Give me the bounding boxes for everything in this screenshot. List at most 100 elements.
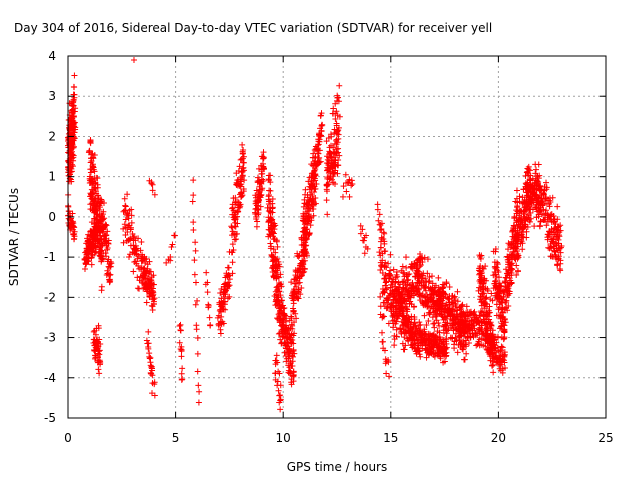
data-point bbox=[124, 228, 131, 235]
data-point bbox=[513, 272, 520, 279]
x-tick-label: 5 bbox=[172, 431, 180, 445]
data-point bbox=[498, 306, 505, 313]
data-point bbox=[390, 324, 397, 331]
data-point bbox=[535, 178, 542, 185]
data-point bbox=[431, 324, 438, 331]
data-point bbox=[96, 336, 103, 343]
data-point bbox=[360, 237, 367, 244]
data-point bbox=[281, 304, 288, 311]
data-point bbox=[277, 336, 284, 343]
data-point bbox=[382, 279, 389, 286]
data-points bbox=[65, 57, 565, 413]
data-point bbox=[90, 164, 97, 171]
data-point bbox=[382, 360, 389, 367]
data-point bbox=[381, 238, 388, 245]
data-point bbox=[536, 222, 543, 229]
data-point bbox=[552, 220, 559, 227]
data-point bbox=[549, 194, 556, 201]
data-point bbox=[392, 304, 399, 311]
data-point bbox=[151, 295, 158, 302]
data-point bbox=[70, 144, 77, 151]
data-point bbox=[278, 283, 285, 290]
data-point bbox=[269, 200, 276, 207]
data-point bbox=[176, 339, 183, 346]
y-tick-label: 2 bbox=[48, 129, 56, 143]
data-point bbox=[269, 209, 276, 216]
data-point bbox=[419, 259, 426, 266]
data-point bbox=[407, 294, 414, 301]
data-point bbox=[128, 219, 135, 226]
data-point bbox=[382, 248, 389, 255]
data-point bbox=[71, 236, 78, 243]
data-point bbox=[204, 279, 211, 286]
data-point bbox=[94, 181, 101, 188]
data-point bbox=[475, 317, 482, 324]
data-point bbox=[239, 173, 246, 180]
data-point bbox=[490, 369, 497, 376]
data-point bbox=[425, 317, 432, 324]
data-point bbox=[335, 157, 342, 164]
data-point bbox=[301, 268, 308, 275]
data-point bbox=[291, 330, 298, 337]
data-point bbox=[301, 266, 308, 273]
data-point bbox=[106, 272, 113, 279]
data-point bbox=[422, 275, 429, 282]
data-point bbox=[524, 223, 531, 230]
data-point bbox=[312, 166, 319, 173]
data-point bbox=[523, 169, 530, 176]
data-point bbox=[226, 272, 233, 279]
data-point bbox=[336, 82, 343, 89]
data-point bbox=[377, 227, 384, 234]
data-point bbox=[313, 181, 320, 188]
data-point bbox=[316, 147, 323, 154]
data-point bbox=[236, 163, 243, 170]
data-point bbox=[312, 195, 319, 202]
data-point bbox=[488, 322, 495, 329]
data-point bbox=[349, 181, 356, 188]
data-point bbox=[289, 337, 296, 344]
data-point bbox=[382, 286, 389, 293]
data-point bbox=[430, 320, 437, 327]
data-point bbox=[494, 259, 501, 266]
data-point bbox=[505, 303, 512, 310]
data-point bbox=[446, 283, 453, 290]
data-point bbox=[70, 114, 77, 121]
data-point bbox=[122, 216, 129, 223]
data-point bbox=[237, 201, 244, 208]
data-point bbox=[325, 181, 332, 188]
data-point bbox=[232, 223, 239, 230]
data-point bbox=[318, 128, 325, 135]
data-point bbox=[191, 257, 198, 264]
data-point bbox=[70, 102, 77, 109]
data-point bbox=[417, 353, 424, 360]
x-tick-label: 10 bbox=[276, 431, 291, 445]
data-point bbox=[454, 288, 461, 295]
data-point bbox=[268, 243, 275, 250]
data-point bbox=[404, 322, 411, 329]
data-point bbox=[301, 247, 308, 254]
data-point bbox=[229, 204, 236, 211]
data-point bbox=[543, 207, 550, 214]
data-point bbox=[393, 303, 400, 310]
data-point bbox=[127, 235, 134, 242]
data-point bbox=[527, 210, 534, 217]
data-point bbox=[234, 230, 241, 237]
data-point bbox=[348, 177, 355, 184]
data-point bbox=[390, 266, 397, 273]
data-point bbox=[334, 139, 341, 146]
data-point bbox=[555, 253, 562, 260]
data-point bbox=[288, 279, 295, 286]
data-point bbox=[151, 379, 158, 386]
data-point bbox=[502, 266, 509, 273]
data-point bbox=[124, 191, 131, 198]
data-point bbox=[254, 206, 261, 213]
data-point bbox=[333, 108, 340, 115]
data-point bbox=[335, 145, 342, 152]
data-point bbox=[348, 182, 355, 189]
data-point bbox=[458, 306, 465, 313]
data-point bbox=[267, 179, 274, 186]
x-tick-label: 0 bbox=[64, 431, 72, 445]
data-point bbox=[548, 253, 555, 260]
data-point bbox=[478, 335, 485, 342]
data-point bbox=[508, 260, 515, 267]
